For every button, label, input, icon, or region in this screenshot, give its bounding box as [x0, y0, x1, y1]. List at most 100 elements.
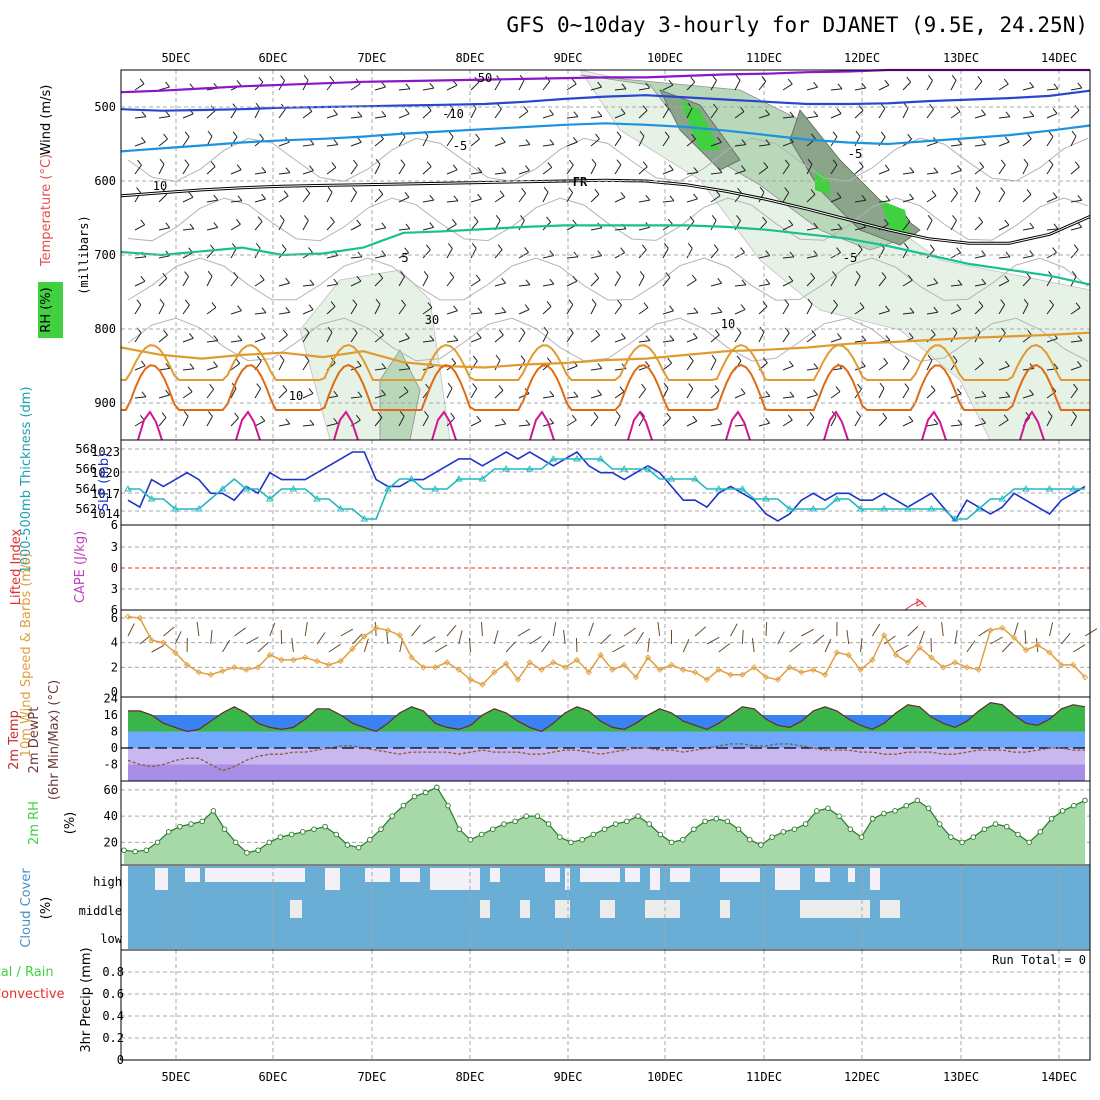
x-axis-bottom: 5DEC 6DEC 7DEC 8DEC 9DEC 10DEC 11DEC 12DEC 13DEC… [162, 1070, 1078, 1084]
wind-barb-flag [309, 139, 315, 145]
wind-barb-flag [907, 133, 913, 140]
wind-barb [302, 309, 314, 315]
wind-speed-point [136, 614, 143, 622]
wind-barb-flag [356, 360, 362, 367]
wind-barb-flag [285, 307, 291, 313]
wind-barb-flag [159, 158, 165, 165]
wind-barb-flag [352, 299, 358, 305]
wind-barb [542, 283, 554, 287]
wind-barb [830, 228, 842, 231]
wind-barb [470, 279, 481, 287]
surface-wind-barb [1072, 644, 1086, 653]
wind-barb [542, 395, 554, 399]
surface-wind-barb [801, 628, 814, 637]
wind-barb [998, 280, 1010, 287]
wind-barb-flag [833, 299, 838, 306]
wind-barb-flag [957, 419, 963, 426]
wind-barb-flag [473, 216, 479, 222]
wind-barb [1046, 416, 1053, 427]
surface-wind-barb [682, 638, 690, 653]
wind-barb [590, 163, 597, 175]
rh-point [791, 826, 798, 832]
wind-barb-flag [740, 388, 746, 394]
wind-barb [254, 171, 266, 175]
wind-barb [854, 276, 861, 287]
wind-barb [638, 135, 645, 147]
wind-axis-label: Wind (m/s) [39, 85, 54, 156]
rh-point [490, 826, 496, 832]
wind-barb-flag [981, 390, 987, 397]
wind-barb-flag [813, 110, 819, 117]
wind-barb-flag [641, 383, 646, 390]
wind-barb [686, 198, 698, 203]
wind-barb [470, 312, 482, 315]
contour-label: 10 [721, 317, 735, 331]
cloud-gap-high [848, 868, 855, 882]
wind-barb-flag [688, 383, 694, 389]
thickness-point [1069, 485, 1077, 492]
wind-barb [470, 420, 482, 427]
wind-speed-point [951, 659, 959, 666]
contour-label: 5 [401, 251, 408, 265]
surface-wind-barb [316, 632, 326, 645]
wind-barb [614, 136, 622, 147]
wind-barb [830, 416, 837, 427]
wind-barb-flag [810, 133, 816, 140]
wind-barb [1022, 138, 1032, 147]
wind-barb [542, 331, 549, 343]
wind-speed-point [1058, 661, 1065, 669]
wind-barb [926, 282, 938, 287]
wind-barb [590, 367, 602, 371]
wind-barb [1046, 338, 1058, 343]
cloud-gap-high [545, 868, 560, 882]
wind-barb [590, 193, 600, 203]
wind-barb-flag [546, 301, 552, 307]
wind-barb [1022, 277, 1031, 287]
wind-barb [374, 227, 386, 231]
rh-contour [127, 257, 1089, 301]
wind-barb [998, 164, 1006, 175]
wind-barb [446, 169, 458, 175]
rh-point [478, 831, 485, 838]
wind-barb-flag [525, 139, 531, 145]
wind-barb [206, 416, 213, 427]
wind-barb [398, 416, 405, 427]
wind-barb-flag [308, 304, 314, 311]
surface-wind-barb [718, 643, 731, 653]
wind-barb [470, 81, 480, 91]
rh-point [903, 802, 909, 809]
wind-speed-point [798, 669, 805, 676]
wind-barb-flag [1023, 158, 1029, 165]
wind-barb [638, 87, 650, 91]
surface-wind-barb [1060, 632, 1071, 645]
wind-barb-flag [836, 247, 841, 253]
wind-barb [230, 200, 242, 203]
wind-barb-flag [908, 332, 914, 339]
wind-barb-flag [140, 360, 146, 367]
wind-barb [302, 220, 309, 231]
wind-barb-flag [713, 244, 719, 251]
wind-barb-flag [258, 76, 264, 83]
rh-point [780, 829, 787, 835]
wind-barb [926, 108, 934, 119]
surface-wind-barb [812, 634, 825, 645]
wind-barb-flag [687, 243, 693, 249]
panel-upper-air: -10 -5 FR -5 5 -5 10 10 10 30 50 500 600 700 800 900 (mi… [77, 68, 1091, 441]
wind-barb [878, 169, 890, 175]
wind-barb-flag [207, 270, 213, 277]
wind-barb [398, 196, 410, 203]
wind-barb [302, 424, 314, 427]
wind-barb [782, 164, 790, 175]
thickness-point [502, 465, 510, 472]
wind-speed-point [987, 627, 994, 634]
wind-barb [446, 136, 454, 147]
wind-barb-flag [357, 251, 363, 258]
day-tick-label-top: 11DEC [746, 51, 782, 65]
temp-line [128, 701, 1086, 733]
wind-barb [638, 340, 650, 343]
wind-barb-flag [956, 304, 962, 310]
wind-barb-flag [884, 79, 890, 86]
cloud-gap-middle [480, 900, 490, 918]
thickness-point [738, 485, 747, 492]
dewpoint-line [127, 743, 1085, 772]
